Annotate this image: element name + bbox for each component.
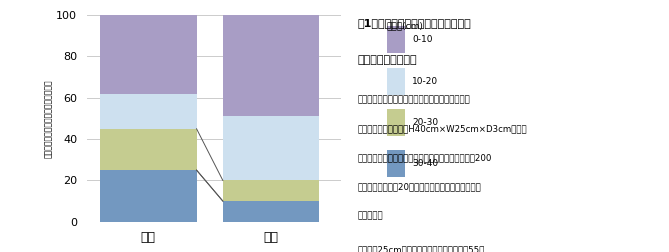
FancyBboxPatch shape xyxy=(387,109,405,136)
Text: 笱（透明アクリル製、H40cm×W25cm×D3cm）を用: 笱（透明アクリル製、H40cm×W25cm×D3cm）を用 xyxy=(358,125,528,134)
Text: 最大葉長25cmを目安に収穫（直播：播種後55日: 最大葉長25cmを目安に収穫（直播：播種後55日 xyxy=(358,246,485,252)
Text: 図1　ホウレンソウ根系分布に及ぼす: 図1 ホウレンソウ根系分布に及ぼす xyxy=(358,18,472,28)
Text: 30-40: 30-40 xyxy=(412,160,438,168)
Text: い、ホウレンソウ（パレード）を直播および移植（200: い、ホウレンソウ（パレード）を直播および移植（200 xyxy=(358,154,492,163)
FancyBboxPatch shape xyxy=(387,68,405,95)
Text: 内で栈培。: 内で栈培。 xyxy=(358,212,383,221)
Text: 0-10: 0-10 xyxy=(412,36,433,44)
Bar xyxy=(100,15,197,94)
Bar xyxy=(223,201,319,222)
Text: 10-20: 10-20 xyxy=(412,77,438,86)
FancyBboxPatch shape xyxy=(387,26,405,53)
FancyBboxPatch shape xyxy=(387,150,405,177)
Y-axis label: 総根長に対する深さ別根長割合（％）: 総根長に対する深さ別根長割合（％） xyxy=(44,79,54,158)
Bar xyxy=(100,129,197,170)
Text: 土壌深(cm): 土壌深(cm) xyxy=(387,21,424,30)
Bar xyxy=(223,116,319,180)
Bar xyxy=(223,180,319,201)
Text: 所内圏場より採取した淡色黒ボク土を充填した根: 所内圏場より採取した淡色黒ボク土を充填した根 xyxy=(358,96,471,105)
Bar xyxy=(223,15,319,116)
Bar xyxy=(100,94,197,129)
Text: 移植栈培の影響: 移植栈培の影響 xyxy=(358,55,417,66)
Bar xyxy=(100,170,197,222)
Text: 20-30: 20-30 xyxy=(412,118,438,127)
Text: 穴セルトレイ、終20日間育苗）により、人工気象室: 穴セルトレイ、終20日間育苗）により、人工気象室 xyxy=(358,183,482,192)
